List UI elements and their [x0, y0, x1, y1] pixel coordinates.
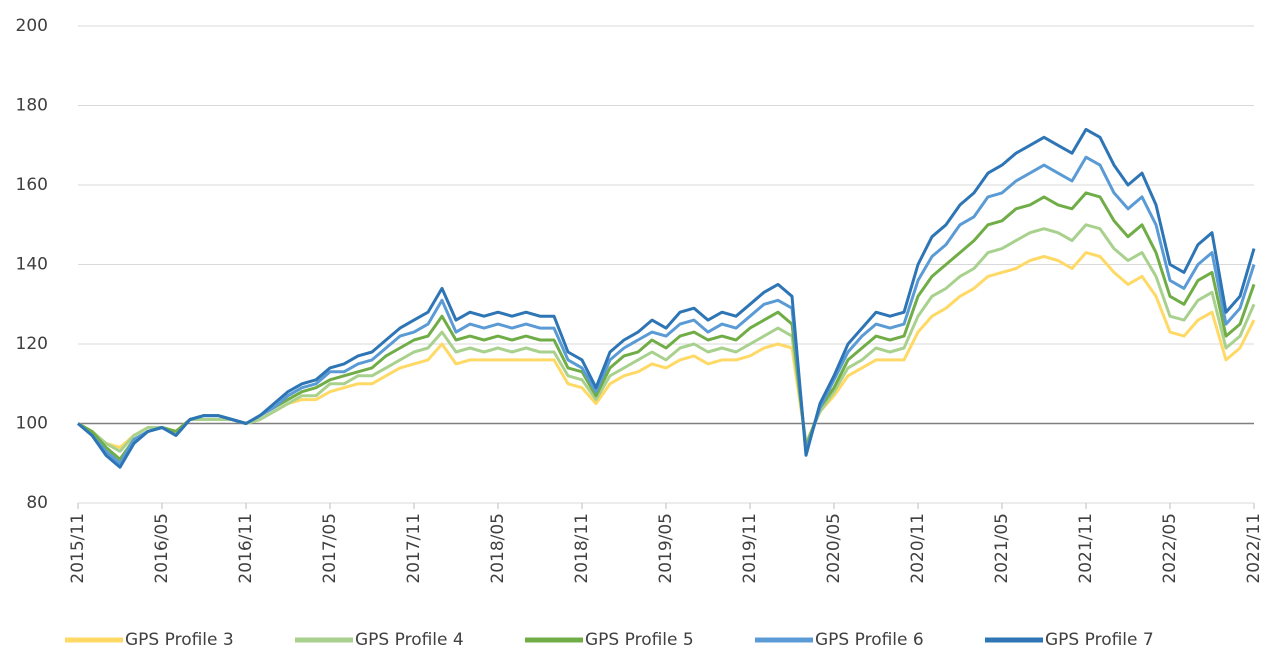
- y-tick-label: 140: [16, 255, 48, 275]
- legend-label: GPS Profile 6: [815, 630, 924, 650]
- x-tick-label: 2022/05: [1160, 513, 1180, 584]
- series-line: [77, 127, 1256, 469]
- legend-label: GPS Profile 5: [585, 630, 694, 650]
- x-tick-label: 2017/05: [320, 513, 340, 584]
- x-tick-label: 2021/05: [992, 513, 1012, 584]
- x-tick-label: 2021/11: [1076, 513, 1096, 584]
- x-tick-label: 2018/05: [488, 513, 508, 584]
- x-tick-label: 2016/11: [236, 513, 256, 584]
- legend-label: GPS Profile 4: [355, 630, 464, 650]
- y-tick-label: 160: [16, 175, 48, 195]
- legend-label: GPS Profile 3: [125, 630, 234, 650]
- y-tick-label: 100: [16, 414, 48, 434]
- y-tick-label: 120: [16, 334, 48, 354]
- x-tick-label: 2020/05: [824, 513, 844, 584]
- x-tick-label: 2016/05: [152, 513, 172, 584]
- legend-label: GPS Profile 7: [1045, 630, 1154, 650]
- y-tick-label: 200: [16, 16, 48, 36]
- x-tick-label: 2015/11: [68, 513, 88, 584]
- x-tick-label: 2020/11: [908, 513, 928, 584]
- x-tick-label: 2019/05: [656, 513, 676, 584]
- y-tick-label: 180: [16, 96, 48, 116]
- series-line: [77, 223, 1256, 453]
- x-tick-label: 2017/11: [404, 513, 424, 584]
- x-tick-label: 2018/11: [572, 513, 592, 584]
- series-line: [77, 155, 1256, 465]
- x-tick-label: 2022/11: [1244, 513, 1264, 584]
- y-tick-label: 80: [26, 493, 48, 513]
- x-tick-label: 2019/11: [740, 513, 760, 584]
